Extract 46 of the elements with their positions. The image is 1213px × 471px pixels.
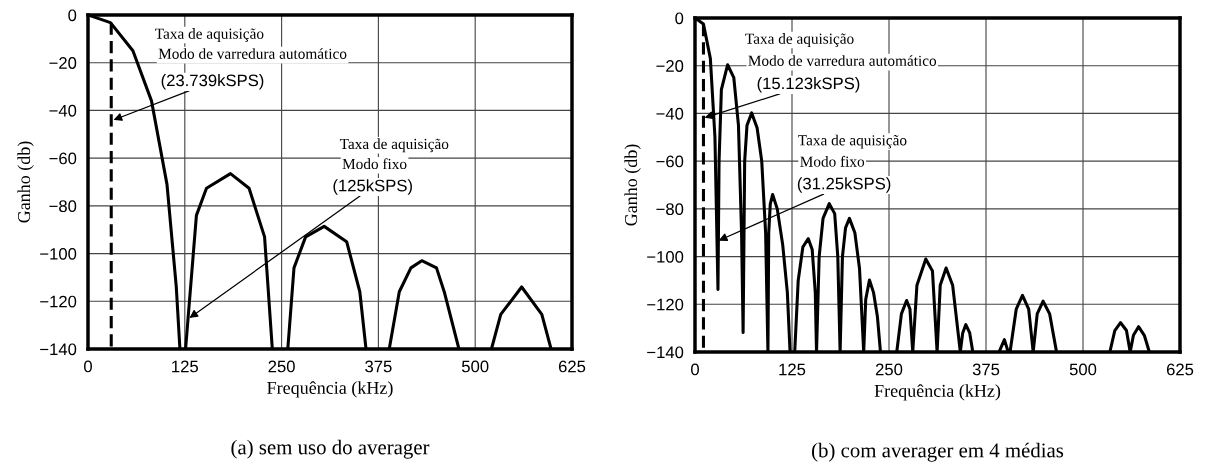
annotation: Taxa de aquisição <box>798 134 907 149</box>
y-tick-label: −120 <box>647 298 684 311</box>
y-tick-label: −80 <box>49 200 77 213</box>
x-tick-label: 125 <box>172 360 199 373</box>
y-tick-label: −40 <box>49 104 77 117</box>
y-tick-label: −100 <box>647 250 684 263</box>
annotation: Modo de varredura automático <box>158 48 347 59</box>
x-tick-label: 500 <box>1069 363 1097 376</box>
annotation: Modo fixo <box>800 155 865 167</box>
annotation: Taxa de aquisição <box>745 33 854 47</box>
x-tick-label: 375 <box>365 360 392 373</box>
y-tick-label: −60 <box>656 155 684 168</box>
x-tick-label: 625 <box>558 360 586 373</box>
x-tick-label: 0 <box>691 363 699 376</box>
y-tick-label: −20 <box>656 60 684 72</box>
x-tick-label: 250 <box>875 363 903 376</box>
y-tick-label: −140 <box>40 343 77 356</box>
annotation: (23.739kSPS) <box>161 74 264 90</box>
annotation: (15.123kSPS) <box>757 77 860 93</box>
annotation: Taxa de aquisição <box>339 138 449 153</box>
y-tick-label: −140 <box>647 346 684 359</box>
x-axis-title: Frequência (kHz) <box>874 384 1001 401</box>
y-tick-label: −80 <box>656 203 684 216</box>
x-tick-label: 500 <box>461 360 489 373</box>
y-tick-label: −120 <box>40 295 77 308</box>
y-tick-label: −20 <box>49 57 77 69</box>
annotation: (125kSPS) <box>333 179 412 195</box>
annotation: (31.25kSPS) <box>797 177 891 193</box>
annotation: Modo de varredura automático <box>748 55 937 66</box>
y-tick-label: 0 <box>68 9 77 22</box>
text: (a) sem uso do averager <box>231 439 430 459</box>
annotation: Modo fixo <box>342 158 407 170</box>
y-tick-label: −100 <box>40 247 77 260</box>
x-tick-label: 625 <box>1166 363 1194 376</box>
x-tick-label: 250 <box>268 360 295 373</box>
text: (b) com averager em 4 médias <box>812 442 1064 462</box>
x-tick-label: 375 <box>972 363 1000 376</box>
y-tick-label: 0 <box>675 12 684 25</box>
y-tick-label: −40 <box>656 107 684 120</box>
annotation: Taxa de aquisição <box>155 28 264 42</box>
x-tick-label: 0 <box>84 360 92 373</box>
y-tick-label: −60 <box>49 152 77 165</box>
x-axis-title: Frequência (kHz) <box>267 381 393 398</box>
y-axis-title: Ganho (db) <box>624 144 641 226</box>
y-axis-title: Ganho (db) <box>17 141 34 223</box>
x-tick-label: 125 <box>779 363 806 376</box>
